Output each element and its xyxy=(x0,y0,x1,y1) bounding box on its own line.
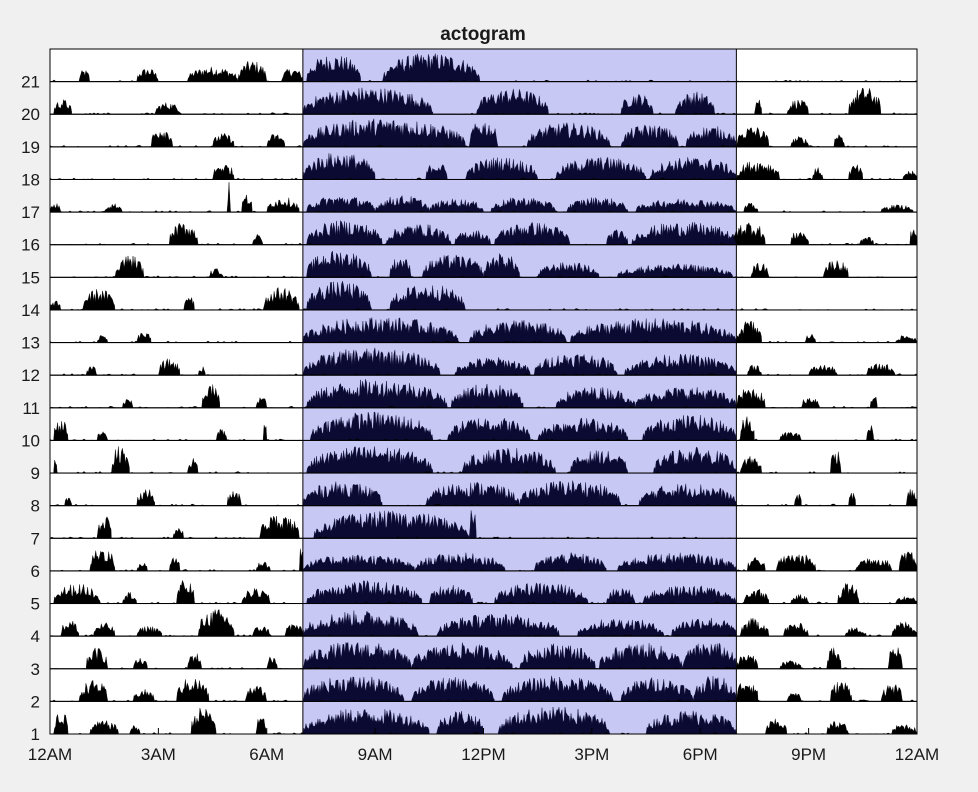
y-tick-label: 13 xyxy=(21,334,40,353)
x-tick-label: 9AM xyxy=(358,745,393,764)
activity-trace-in-window xyxy=(302,87,715,115)
activity-trace-in-window xyxy=(306,195,737,213)
light-window-band xyxy=(302,277,737,310)
y-tick-label: 12 xyxy=(21,366,40,385)
activity-trace-in-window xyxy=(306,53,481,82)
y-tick-label: 20 xyxy=(21,105,40,124)
activity-trace-in-window xyxy=(302,153,737,180)
activity-trace-in-window xyxy=(306,250,734,278)
y-tick-label: 11 xyxy=(22,399,40,418)
activity-trace-outside-window xyxy=(53,87,882,115)
x-tick-label: 12AM xyxy=(895,745,939,764)
activity-trace-outside-window xyxy=(96,320,918,343)
activity-trace-in-window xyxy=(313,510,477,539)
activity-trace-outside-window xyxy=(64,489,918,506)
y-tick-label: 2 xyxy=(31,692,40,711)
x-tick-label: 9PM xyxy=(791,745,826,764)
y-tick-label: 10 xyxy=(21,431,40,450)
activity-trace-outside-window xyxy=(85,647,903,669)
activity-trace-in-window xyxy=(306,580,737,604)
activity-trace-outside-window xyxy=(53,416,874,441)
y-tick-label: 9 xyxy=(31,464,40,483)
activity-trace-in-window xyxy=(302,675,737,702)
y-tick-label: 4 xyxy=(31,627,40,646)
x-tick-label: 12AM xyxy=(28,745,72,764)
activity-trace-outside-window xyxy=(49,182,914,213)
y-tick-label: 8 xyxy=(31,497,40,516)
activity-trace-outside-window xyxy=(96,515,300,539)
x-tick-label: 12PM xyxy=(461,745,505,764)
chart-title: actogram xyxy=(440,24,526,45)
y-tick-label: 15 xyxy=(21,268,40,287)
y-tick-label: 14 xyxy=(21,301,40,320)
y-tick-label: 21 xyxy=(21,73,40,92)
activity-trace-in-window xyxy=(302,551,737,572)
activity-rows xyxy=(49,53,918,735)
activity-trace-in-window xyxy=(302,347,737,376)
y-tick-label: 17 xyxy=(21,203,40,222)
x-tick-label: 3PM xyxy=(574,745,609,764)
x-tick-label: 6AM xyxy=(249,745,284,764)
activity-trace-in-window xyxy=(306,280,466,311)
activity-trace-outside-window xyxy=(53,579,918,604)
y-tick-label: 3 xyxy=(31,660,40,679)
x-axis-ticks: 12AM 3AM 6AM 9AM 12PM 3PM 6PM 9PM 12AM xyxy=(28,728,939,764)
row-frames xyxy=(49,48,918,735)
activity-trace-outside-window xyxy=(78,61,304,82)
activity-trace-outside-window xyxy=(78,679,903,702)
activity-trace-outside-window xyxy=(169,222,918,245)
activity-trace-in-window xyxy=(306,446,737,474)
activity-trace-in-window xyxy=(309,411,737,441)
y-tick-label: 6 xyxy=(31,562,40,581)
y-tick-label: 1 xyxy=(31,725,40,744)
activity-trace-outside-window xyxy=(212,161,918,180)
activity-trace-outside-window xyxy=(122,384,878,409)
y-tick-label: 16 xyxy=(21,236,40,255)
x-tick-label: 3AM xyxy=(141,745,176,764)
y-tick-label: 18 xyxy=(21,170,40,189)
activity-trace-outside-window xyxy=(85,358,896,376)
activity-trace-in-window xyxy=(302,641,737,669)
activity-trace-in-window xyxy=(302,118,737,148)
activity-trace-in-window xyxy=(306,379,737,409)
activity-trace-in-window xyxy=(302,317,737,343)
activity-trace-in-window xyxy=(302,480,737,506)
activity-trace-in-window xyxy=(302,610,737,637)
light-window-band xyxy=(302,49,737,82)
x-tick-label: 6PM xyxy=(683,745,718,764)
activity-trace-outside-window xyxy=(53,446,842,474)
y-tick-label: 5 xyxy=(31,595,40,614)
activity-trace-outside-window xyxy=(60,609,918,637)
y-tick-label: 19 xyxy=(21,138,40,157)
activity-trace-outside-window xyxy=(114,255,849,278)
activity-trace-outside-window xyxy=(49,286,300,311)
activity-trace-in-window xyxy=(306,220,737,245)
y-tick-label: 7 xyxy=(31,529,40,548)
activity-trace-outside-window xyxy=(89,548,918,572)
activity-trace-outside-window xyxy=(53,707,918,735)
activity-trace-outside-window xyxy=(150,126,846,148)
activity-trace-in-window xyxy=(302,706,737,735)
